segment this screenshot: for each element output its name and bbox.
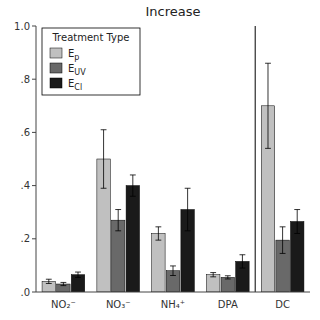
y-tick: [32, 132, 36, 133]
y-tick-label: .8: [20, 74, 30, 85]
bar: [206, 275, 219, 292]
legend-swatch: [50, 63, 62, 73]
error-bar: [210, 273, 216, 277]
error-bar: [75, 272, 81, 277]
x-tick-label: DC: [275, 299, 290, 310]
y-tick-label: .2: [20, 233, 30, 244]
x-tick-label: DPA: [218, 299, 238, 310]
x-tick-label: NH₄⁺: [161, 299, 185, 310]
x-axis: [36, 292, 310, 293]
legend-title: Treatment Type: [51, 32, 129, 43]
error-bar: [155, 227, 161, 240]
error-bar: [101, 130, 107, 189]
chart: Increase .0 .2 .4 .6 .8 1.0 NO₂⁻ NO₃⁻ NH₄⁺ DPA DC Tr…: [0, 0, 320, 320]
legend: Treatment Type EpEUVECl: [42, 28, 140, 95]
plot-area: [42, 63, 304, 292]
y-tick: [32, 238, 36, 239]
x-tick-label: NO₃⁻: [106, 299, 131, 310]
bar: [152, 233, 165, 292]
error-bar: [239, 255, 245, 268]
legend-swatch: [50, 78, 62, 88]
legend-label: EUV: [68, 63, 86, 77]
error-bar: [294, 210, 300, 234]
y-tick-label: .6: [20, 127, 30, 138]
legend-swatch: [50, 48, 62, 58]
error-bar: [46, 279, 52, 283]
error-bar: [60, 282, 66, 285]
y-tick-label: .0: [20, 287, 30, 298]
error-bar: [225, 276, 231, 279]
legend-frame: [42, 28, 140, 95]
y-tick-label: 1.0: [14, 21, 30, 32]
legend-label: Ep: [68, 48, 79, 62]
legend-label: ECl: [68, 78, 82, 92]
error-bar: [170, 266, 176, 276]
separator: [255, 26, 256, 292]
error-bar: [265, 63, 271, 148]
y-tick-label: .4: [20, 180, 30, 191]
y-tick: [32, 185, 36, 186]
error-bar: [280, 227, 286, 254]
error-bar: [185, 188, 191, 231]
y-tick: [32, 292, 36, 293]
y-tick: [32, 79, 36, 80]
error-bar: [115, 210, 121, 231]
y-axis: [36, 26, 37, 292]
bar: [126, 186, 139, 292]
title: Increase: [145, 4, 200, 19]
bar: [221, 277, 234, 292]
y-tick: [32, 26, 36, 27]
x-tick-label: NO₂⁻: [51, 299, 76, 310]
error-bar: [130, 175, 136, 196]
